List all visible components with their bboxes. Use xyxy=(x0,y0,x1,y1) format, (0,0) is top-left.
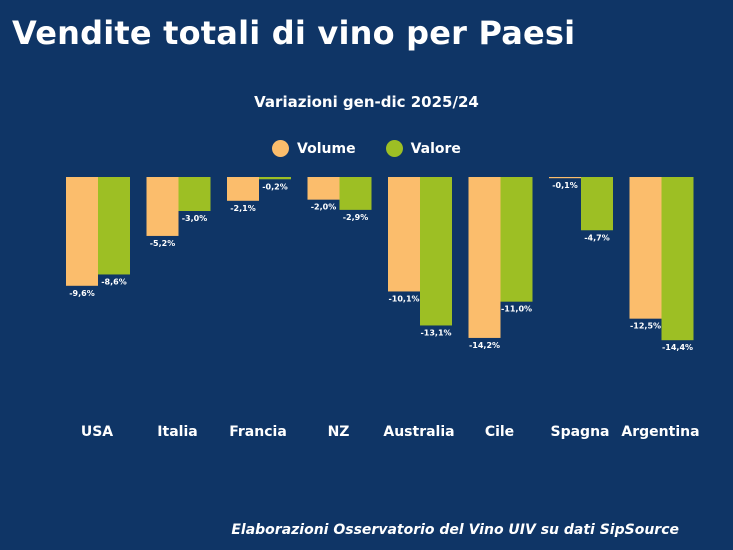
bar-valore-nz xyxy=(339,177,372,210)
bar-valore-argentina xyxy=(661,177,694,341)
category-label-usa: USA xyxy=(81,424,113,440)
legend: Volume Valore xyxy=(0,140,733,157)
legend-item-valore: Valore xyxy=(385,140,461,157)
data-label-volume-spagna: -0,1% xyxy=(552,181,578,190)
bar-valore-italia xyxy=(178,177,211,211)
data-label-volume-argentina: -12,5% xyxy=(630,322,661,331)
category-label-spagna: Spagna xyxy=(551,424,610,440)
data-label-volume-francia: -2,1% xyxy=(230,204,256,213)
data-label-volume-nz: -2,0% xyxy=(311,203,337,212)
data-label-volume-australia: -10,1% xyxy=(388,294,419,303)
bar-valore-spagna xyxy=(581,177,613,231)
bar-volume-usa xyxy=(66,177,98,286)
category-label-argentina: Argentina xyxy=(621,424,699,440)
legend-label-volume: Volume xyxy=(297,140,356,157)
bar-valore-cile xyxy=(500,177,533,302)
bar-volume-spagna xyxy=(549,177,581,179)
data-label-valore-spagna: -4,7% xyxy=(584,233,610,242)
bar-volume-australia xyxy=(388,177,420,292)
bar-valore-francia xyxy=(259,177,291,180)
bar-valore-australia xyxy=(420,177,452,326)
data-label-valore-australia: -13,1% xyxy=(420,328,451,337)
data-label-valore-italia: -3,0% xyxy=(182,214,208,223)
category-label-nz: NZ xyxy=(328,424,350,440)
category-label-italia: Italia xyxy=(157,424,197,440)
source-note: Elaborazioni Osservatorio del Vino UIV s… xyxy=(231,522,679,538)
data-label-valore-nz: -2,9% xyxy=(343,213,369,222)
data-label-valore-usa: -8,6% xyxy=(101,277,127,286)
data-label-volume-cile: -14,2% xyxy=(469,341,500,350)
bar-volume-francia xyxy=(227,177,259,201)
data-label-valore-argentina: -14,4% xyxy=(662,343,693,352)
legend-label-valore: Valore xyxy=(410,140,461,157)
bar-volume-nz xyxy=(307,177,340,200)
bar-volume-cile xyxy=(468,177,501,338)
bar-volume-italia xyxy=(146,177,179,236)
legend-swatch-valore xyxy=(385,140,403,157)
category-label-australia: Australia xyxy=(383,424,454,440)
bar-valore-usa xyxy=(98,177,130,275)
data-label-volume-usa: -9,6% xyxy=(69,289,95,298)
chart-title: Vendite totali di vino per Paesi xyxy=(12,14,576,52)
data-label-valore-francia: -0,2% xyxy=(262,182,288,191)
legend-swatch-volume xyxy=(272,140,290,157)
bar-volume-argentina xyxy=(629,177,662,319)
chart-subtitle: Variazioni gen-dic 2025/24 xyxy=(254,93,479,111)
legend-item-volume: Volume xyxy=(272,140,356,157)
category-label-cile: Cile xyxy=(485,424,514,440)
data-label-valore-cile: -11,0% xyxy=(501,305,532,314)
data-label-volume-italia: -5,2% xyxy=(150,239,176,248)
category-label-francia: Francia xyxy=(229,424,287,440)
